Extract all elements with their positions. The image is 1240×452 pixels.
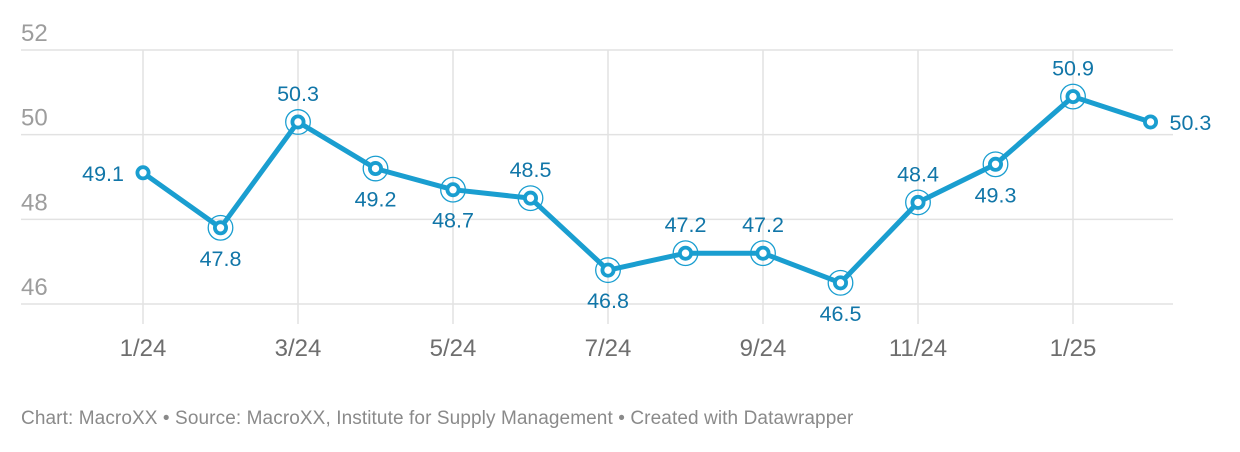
x-tick-label: 9/24: [740, 335, 787, 362]
x-tick-label: 7/24: [585, 335, 632, 362]
point-halo-ring: [750, 240, 776, 267]
y-tick-label: 48: [21, 189, 48, 216]
value-label: 48.7: [432, 209, 474, 233]
x-tick-label: 1/25: [1050, 335, 1097, 362]
data-point[interactable]: [910, 194, 926, 210]
value-label: 46.5: [820, 302, 862, 326]
value-label: 50.3: [1170, 111, 1212, 135]
value-label: 47.2: [742, 213, 784, 237]
value-label: 49.1: [82, 162, 124, 186]
x-tick-label: 5/24: [430, 335, 477, 362]
point-halo-ring: [440, 176, 466, 203]
point-halo-ring: [517, 185, 544, 212]
value-label: 47.2: [665, 213, 707, 237]
data-point[interactable]: [290, 114, 306, 130]
data-line: [140, 94, 1153, 286]
data-point[interactable]: [833, 275, 849, 291]
y-tick-label: 52: [21, 20, 48, 47]
data-point[interactable]: [1065, 89, 1081, 105]
point-halo-ring: [207, 214, 234, 241]
chart-canvas: 52 50 48 46 1/24 3/24 5/24 7/24 9/24 11/24 1/25 49.…: [21, 20, 1212, 362]
value-label: 49.3: [975, 183, 1017, 207]
data-point[interactable]: [367, 161, 383, 177]
point-halo-ring: [595, 257, 621, 284]
data-point[interactable]: [1143, 114, 1159, 130]
x-tick-label: 3/24: [275, 335, 322, 362]
point-halo-ring: [1060, 83, 1086, 110]
data-point[interactable]: [523, 190, 539, 206]
footer-attribution-text: Chart: MacroXX • Source: MacroXX, Instit…: [21, 408, 854, 429]
data-point[interactable]: [678, 245, 694, 261]
point-halo-ring: [672, 240, 699, 267]
value-label: 50.9: [1052, 57, 1094, 81]
value-label: 48.5: [510, 158, 552, 182]
y-tick-label: 50: [21, 105, 48, 132]
y-tick-label: 46: [21, 274, 48, 301]
data-point[interactable]: [988, 156, 1004, 172]
data-point[interactable]: [600, 262, 616, 278]
value-label: 48.4: [897, 162, 939, 186]
data-point[interactable]: [445, 182, 461, 198]
data-point[interactable]: [135, 165, 151, 181]
point-halo-ring: [905, 189, 931, 216]
data-point[interactable]: [212, 220, 228, 236]
x-tick-label: 11/24: [889, 335, 947, 362]
value-label: 49.2: [355, 188, 397, 212]
chart-footer: Chart: MacroXX • Source: MacroXX, Instit…: [21, 408, 853, 430]
point-halo-ring: [362, 155, 389, 182]
value-label: 47.8: [200, 247, 242, 271]
value-label: 46.8: [587, 289, 629, 313]
point-halo-ring: [285, 109, 311, 135]
point-halo-ring: [982, 151, 1009, 178]
x-tick-label: 1/24: [120, 335, 167, 362]
data-point[interactable]: [755, 245, 771, 261]
point-halo-ring: [827, 269, 854, 296]
value-label: 50.3: [277, 82, 319, 106]
